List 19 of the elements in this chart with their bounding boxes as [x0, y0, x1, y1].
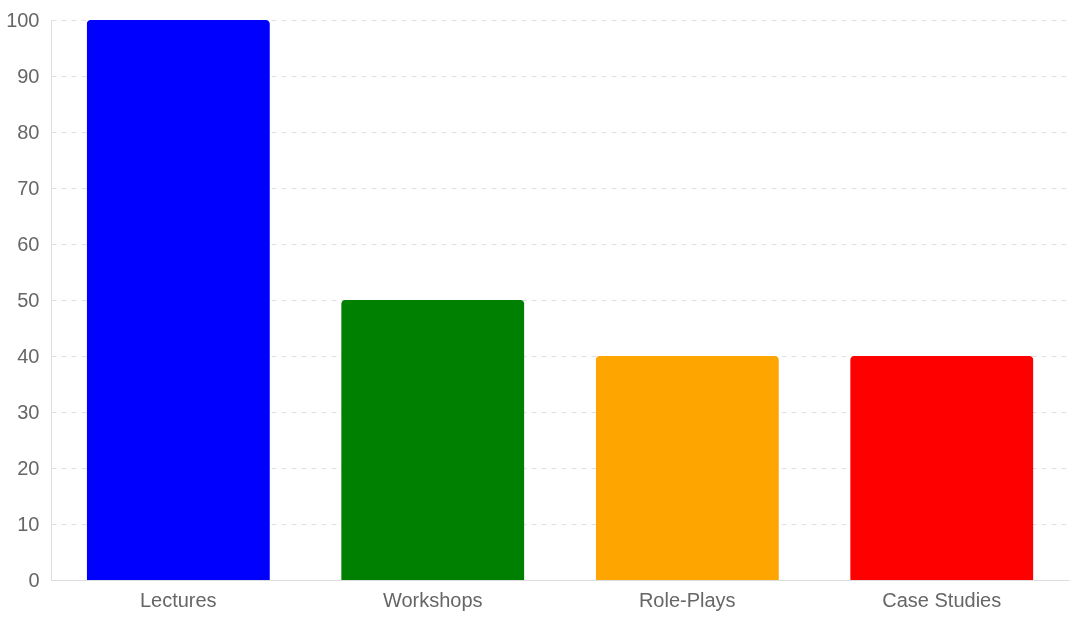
x-tick-label: Role-Plays [638, 588, 736, 611]
y-tick-label: 100 [6, 8, 40, 31]
y-tick-label: 60 [17, 232, 40, 255]
y-tick-label: 90 [17, 64, 40, 87]
bar [86, 20, 270, 580]
y-tick-label: 70 [17, 176, 40, 199]
bar [850, 356, 1034, 580]
y-tick-label: 50 [17, 288, 40, 311]
x-tick-label: Case Studies [882, 588, 1002, 611]
y-tick-label: 40 [17, 344, 40, 367]
bar [595, 356, 779, 580]
bar [341, 300, 525, 580]
y-tick-label: 10 [17, 512, 40, 535]
y-tick-label: 80 [17, 120, 40, 143]
y-tick-label: 20 [17, 456, 40, 479]
x-tick-label: Lectures [139, 588, 217, 611]
x-tick-label: Workshops [382, 588, 483, 611]
y-tick-label: 0 [28, 568, 40, 591]
y-tick-label: 30 [17, 400, 40, 423]
